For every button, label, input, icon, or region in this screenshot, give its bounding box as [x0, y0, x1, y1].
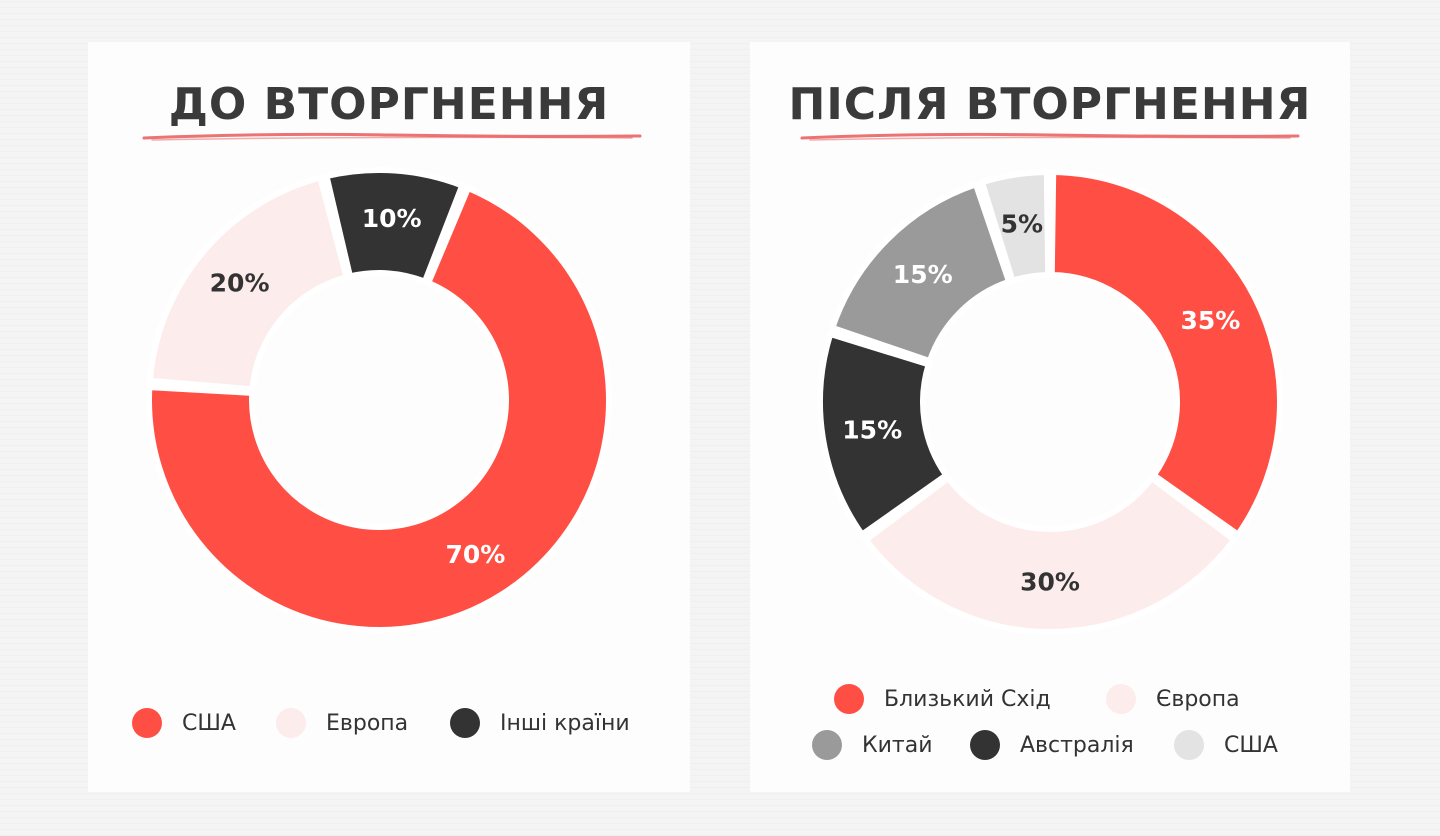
- legend-label: США: [182, 710, 236, 736]
- data-label-europe: 30%: [1020, 568, 1080, 597]
- legend-dot: [834, 684, 864, 714]
- legend-label: Інші країни: [500, 710, 630, 736]
- chart-title-before: ДО ВТОРГНЕННЯ: [168, 79, 610, 130]
- donut-slice-europe: [146, 174, 350, 393]
- legend-dot: [132, 708, 162, 738]
- legend-item-china: Китай: [812, 730, 933, 760]
- donut-slice-middle-east: [1048, 169, 1283, 538]
- donut-slice-europe: [862, 475, 1238, 635]
- data-label-australia: 15%: [842, 416, 902, 445]
- donut-slice-other-countries: [323, 167, 466, 285]
- legend-item-europe: Європа: [1106, 684, 1240, 714]
- legend-label: Близький Схід: [884, 686, 1051, 712]
- donut-slice-china: [829, 181, 1013, 365]
- chart-title-after: ПІСЛЯ ВТОРГНЕННЯ: [788, 79, 1312, 130]
- title-underline-after: [800, 132, 1300, 141]
- data-label-usa: 5%: [1001, 210, 1043, 239]
- legend-item-usa: США: [132, 708, 236, 738]
- data-label-usa: 70%: [446, 540, 506, 569]
- legend-label: США: [1224, 732, 1278, 758]
- legend-item-europe: Европа: [276, 708, 408, 738]
- data-label-other-countries: 10%: [362, 204, 422, 233]
- legend-dot: [970, 730, 1000, 760]
- title-underline-before: [142, 132, 642, 141]
- legend-dot: [276, 708, 306, 738]
- data-label-europe: 20%: [210, 269, 270, 298]
- legend-item-usa: США: [1174, 730, 1278, 760]
- legend-label: Китай: [862, 732, 933, 758]
- legend-item-australia: Австралія: [970, 730, 1134, 760]
- donut-slice-usa: [146, 184, 612, 633]
- legend-label: Европа: [326, 710, 409, 736]
- donut-slice-usa: [978, 169, 1052, 284]
- legend-dot: [812, 730, 842, 760]
- legend-dot: [1174, 730, 1204, 760]
- donut-slice-australia: [817, 330, 950, 538]
- legend-label: Австралія: [1020, 732, 1134, 758]
- legend-label: Європа: [1156, 686, 1240, 712]
- legend-dot: [1106, 684, 1136, 714]
- data-label-middle-east: 35%: [1180, 306, 1240, 335]
- legend-item-middle-east: Близький Схід: [834, 684, 1051, 714]
- legend-dot: [450, 708, 480, 738]
- legend-item-other-countries: Інші країни: [450, 708, 630, 738]
- data-label-china: 15%: [893, 260, 953, 289]
